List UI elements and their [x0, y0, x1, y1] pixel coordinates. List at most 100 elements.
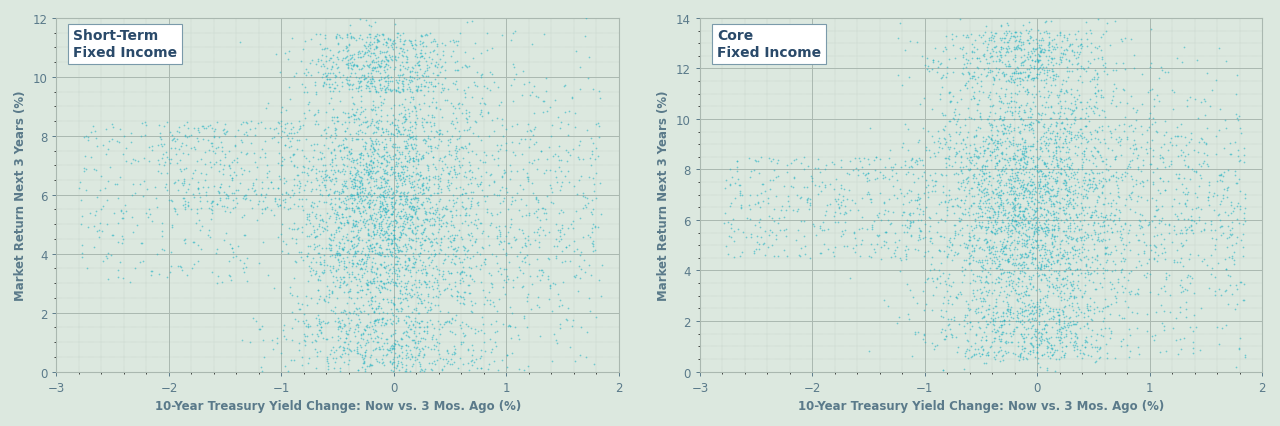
Point [338, 86, 358, 93]
Point [408, 267, 429, 274]
Point [390, 234, 411, 241]
Point [403, 322, 424, 329]
Point [325, 169, 346, 176]
Point [310, 259, 330, 266]
Point [883, 209, 904, 216]
Point [307, 353, 328, 360]
Point [381, 191, 402, 198]
Point [1043, 211, 1064, 218]
Point [329, 284, 349, 291]
Point [417, 135, 438, 142]
Point [961, 49, 982, 56]
Point [1228, 301, 1248, 308]
Point [174, 122, 195, 129]
Point [948, 215, 969, 222]
Point [383, 264, 403, 271]
Point [280, 205, 301, 212]
Point [1019, 220, 1039, 227]
Point [333, 233, 353, 240]
Point [1001, 227, 1021, 234]
Point [1094, 108, 1115, 115]
Point [547, 255, 567, 262]
Point [457, 116, 477, 123]
Point [415, 210, 435, 216]
Point [1006, 71, 1027, 78]
Point [292, 170, 312, 176]
Point [506, 236, 526, 243]
Point [343, 228, 364, 235]
Point [415, 225, 435, 232]
Point [283, 193, 303, 199]
Point [758, 195, 778, 201]
Point [1217, 212, 1238, 219]
Point [998, 191, 1019, 198]
Point [198, 147, 219, 154]
Point [452, 236, 472, 243]
Point [476, 31, 497, 37]
Point [1084, 286, 1105, 293]
Point [899, 126, 919, 133]
Point [308, 168, 329, 175]
Point [959, 209, 979, 216]
Point [1060, 319, 1080, 325]
Point [562, 323, 582, 330]
Point [1027, 350, 1047, 357]
Point [1034, 351, 1055, 357]
Point [1188, 251, 1208, 258]
Point [303, 147, 324, 154]
Point [311, 52, 332, 59]
Point [358, 204, 379, 211]
Point [344, 176, 365, 183]
Point [814, 241, 835, 248]
Point [1029, 58, 1050, 65]
Point [396, 146, 416, 153]
Point [355, 349, 375, 356]
Point [308, 250, 329, 257]
Point [1043, 46, 1064, 53]
Point [1005, 207, 1025, 214]
Point [320, 85, 340, 92]
Point [941, 283, 961, 290]
Point [401, 217, 421, 224]
Point [1084, 203, 1105, 210]
Point [933, 49, 954, 55]
Point [339, 320, 360, 327]
Point [261, 136, 282, 143]
Point [987, 144, 1007, 151]
Point [759, 213, 780, 219]
Point [244, 159, 265, 166]
Point [481, 72, 502, 78]
Point [1048, 337, 1069, 344]
Point [415, 335, 435, 342]
Point [1092, 128, 1112, 135]
Point [360, 81, 380, 87]
Point [398, 343, 419, 350]
Point [1046, 320, 1066, 327]
Point [777, 169, 797, 176]
Point [410, 348, 430, 354]
Point [357, 363, 378, 370]
Point [384, 235, 404, 242]
Point [964, 248, 984, 254]
Point [936, 164, 956, 171]
Point [1151, 152, 1171, 159]
Point [1046, 139, 1066, 146]
Point [1093, 95, 1114, 101]
Point [1010, 46, 1030, 53]
Point [1047, 164, 1068, 170]
Point [1069, 52, 1089, 58]
Point [306, 233, 326, 240]
Point [522, 190, 543, 197]
Point [1147, 130, 1167, 137]
Point [430, 178, 451, 184]
Point [1084, 220, 1105, 227]
Point [1165, 134, 1185, 141]
Point [1060, 165, 1080, 172]
Point [358, 227, 379, 233]
Point [233, 265, 253, 271]
Point [406, 113, 426, 120]
Point [960, 185, 980, 192]
Point [475, 199, 495, 205]
Point [1036, 294, 1056, 300]
Point [965, 278, 986, 285]
